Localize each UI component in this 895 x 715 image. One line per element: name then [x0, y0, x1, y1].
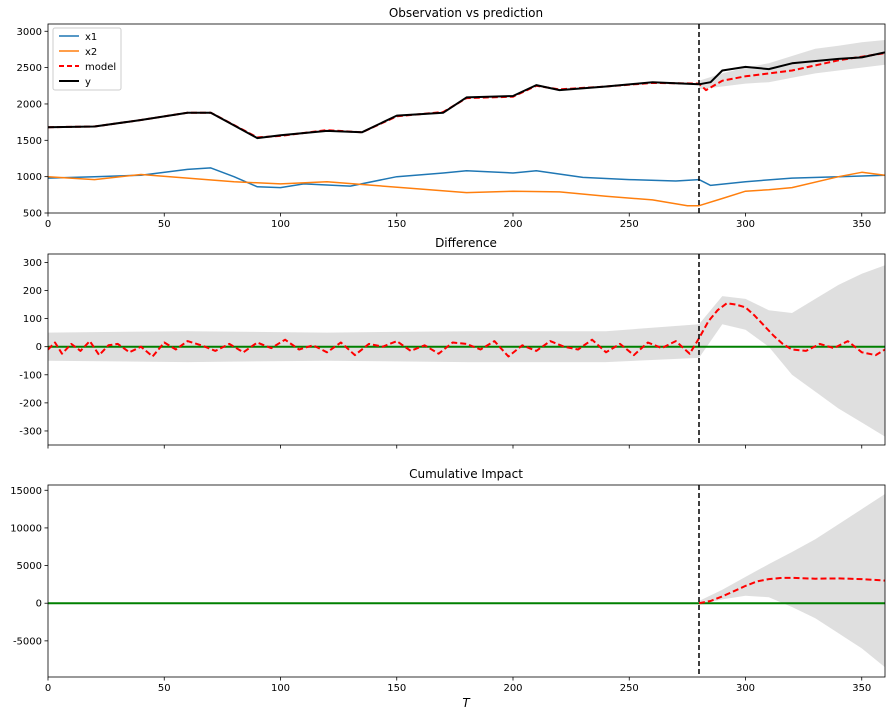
plot-clip [48, 265, 885, 437]
axes-frame [47, 484, 886, 678]
x-tick-label: 350 [852, 683, 871, 694]
x-tick-label: 350 [852, 219, 871, 230]
x-tick-label: 150 [387, 683, 406, 694]
y-tick-label: 0 [36, 599, 42, 610]
x-tick-label: 300 [736, 219, 755, 230]
axes-frame [47, 253, 886, 446]
x-tick-label: 100 [271, 219, 290, 230]
y-tick-label: 200 [23, 286, 42, 297]
plot-area: 0 50 100 150 200 250 300 350 -5000 0 5000 10000 1500… [10, 484, 886, 694]
y-tick-label: -200 [19, 398, 42, 409]
y-tick-label: 5000 [17, 561, 42, 572]
y-tick-label: -5000 [13, 636, 42, 647]
y-tick-label: 100 [23, 314, 42, 325]
plot-area: 0 50 100 150 200 250 300 350 500 1000 1500 2000 2500… [17, 23, 886, 230]
chart-title: Difference [435, 236, 497, 250]
y-tick-label: 15000 [10, 486, 42, 497]
x-tick-label: 0 [45, 683, 51, 694]
x-tick-label: 50 [158, 219, 171, 230]
series-line-y [48, 51, 885, 140]
y-tick-label: 1000 [17, 172, 42, 183]
x-tick-label: 300 [736, 683, 755, 694]
x-tick-label: 250 [620, 219, 639, 230]
x-tick-label: 100 [271, 683, 290, 694]
y-tick-label: 2000 [17, 99, 42, 110]
legend-label-model: model [85, 62, 116, 73]
confidence-band [699, 40, 885, 90]
panel-cumulative-impact: Cumulative Impact 0 50 100 150 200 250 300 350 -… [10, 467, 886, 710]
y-tick-label: 1500 [17, 136, 42, 147]
plot-area: -300 -200 -100 0 100 200 300 [19, 253, 886, 449]
y-tick-label: -300 [19, 426, 42, 437]
axes-frame [47, 23, 886, 214]
series-line-x1 [48, 167, 885, 189]
legend-label-y: y [85, 77, 91, 88]
x-axis-label: T [462, 696, 471, 710]
y-tick-label: -100 [19, 370, 42, 381]
legend: x1 x2 model y [52, 27, 122, 91]
confidence-band [48, 265, 885, 437]
confidence-band [699, 494, 885, 668]
x-tick-label: 50 [158, 683, 171, 694]
y-tick-label: 300 [23, 258, 42, 269]
legend-frame [52, 27, 122, 91]
x-tick-label: 150 [387, 219, 406, 230]
y-tick-label: 3000 [17, 27, 42, 38]
series-line-cumulative [698, 576, 885, 605]
x-tick-label: 0 [45, 219, 51, 230]
y-tick-label: 500 [23, 209, 42, 220]
chart-title: Cumulative Impact [409, 467, 523, 481]
x-tick-label: 200 [503, 683, 522, 694]
x-tick-label: 200 [503, 219, 522, 230]
legend-label-x2: x2 [85, 47, 97, 58]
y-tick-label: 2500 [17, 63, 42, 74]
legend-label-x1: x1 [85, 32, 97, 43]
series-line-x2 [48, 171, 885, 207]
y-tick-label: 0 [36, 342, 42, 353]
panel-difference: Difference -300 -200 -100 0 100 200 300 [19, 236, 886, 449]
x-tick-label: 250 [620, 683, 639, 694]
y-tick-label: 10000 [10, 523, 42, 534]
chart-title: Observation vs prediction [389, 6, 543, 20]
series-line-difference [48, 302, 885, 358]
panel-observation-vs-prediction: Observation vs prediction 0 50 100 150 200 25… [17, 6, 886, 230]
plot-clip [48, 40, 885, 207]
plot-clip [48, 494, 885, 668]
